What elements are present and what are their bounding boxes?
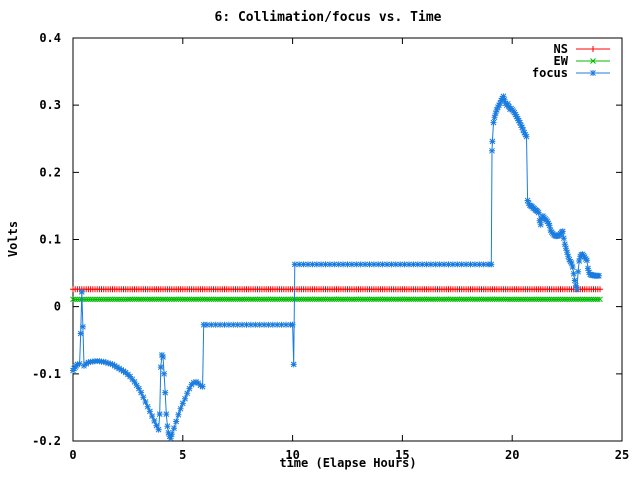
- y-tick-label: 0: [54, 300, 61, 314]
- x-axis-label: time (Elapse Hours): [279, 456, 416, 470]
- chart-title: 6: Collimation/focus vs. Time: [215, 10, 442, 25]
- plot-area: 0 5 10 15 20 25 -0.2 -0.1 0 0.1 0.2 0.3 0.4: [32, 31, 629, 462]
- legend-entry-focus: focus: [532, 66, 610, 80]
- series-focus-line: [72, 95, 599, 440]
- legend-sample-EW: [576, 58, 610, 64]
- x-tick-label: 0: [69, 448, 76, 462]
- legend-label-focus: focus: [532, 66, 568, 80]
- legend-sample-NS: [576, 46, 610, 52]
- y-axis-label: Volts: [6, 221, 20, 257]
- legend-label-NS: NS: [554, 42, 568, 56]
- series-focus-markers: [70, 93, 602, 442]
- legend-entry-NS: NS: [554, 42, 610, 56]
- y-tick-label: 0.1: [39, 233, 61, 247]
- y-tick-label: 0.4: [39, 31, 61, 45]
- series-NS-markers: [70, 286, 603, 293]
- x-tick-label: 20: [505, 448, 519, 462]
- x-tick-label: 10: [285, 448, 299, 462]
- plot-border: [72, 37, 623, 442]
- series-EW-markers: [70, 296, 603, 303]
- y-tick-label: 0.3: [39, 98, 61, 112]
- legend-label-EW: EW: [554, 54, 569, 68]
- legend-entry-EW: EW: [554, 54, 610, 68]
- x-tick-label: 25: [615, 448, 629, 462]
- y-tick-label: -0.2: [32, 434, 61, 448]
- y-tick-label: -0.1: [32, 367, 61, 381]
- x-tick-label: 15: [395, 448, 409, 462]
- y-tick-label: 0.2: [39, 165, 61, 179]
- legend-sample-focus: [576, 70, 610, 76]
- x-tick-label: 5: [179, 448, 186, 462]
